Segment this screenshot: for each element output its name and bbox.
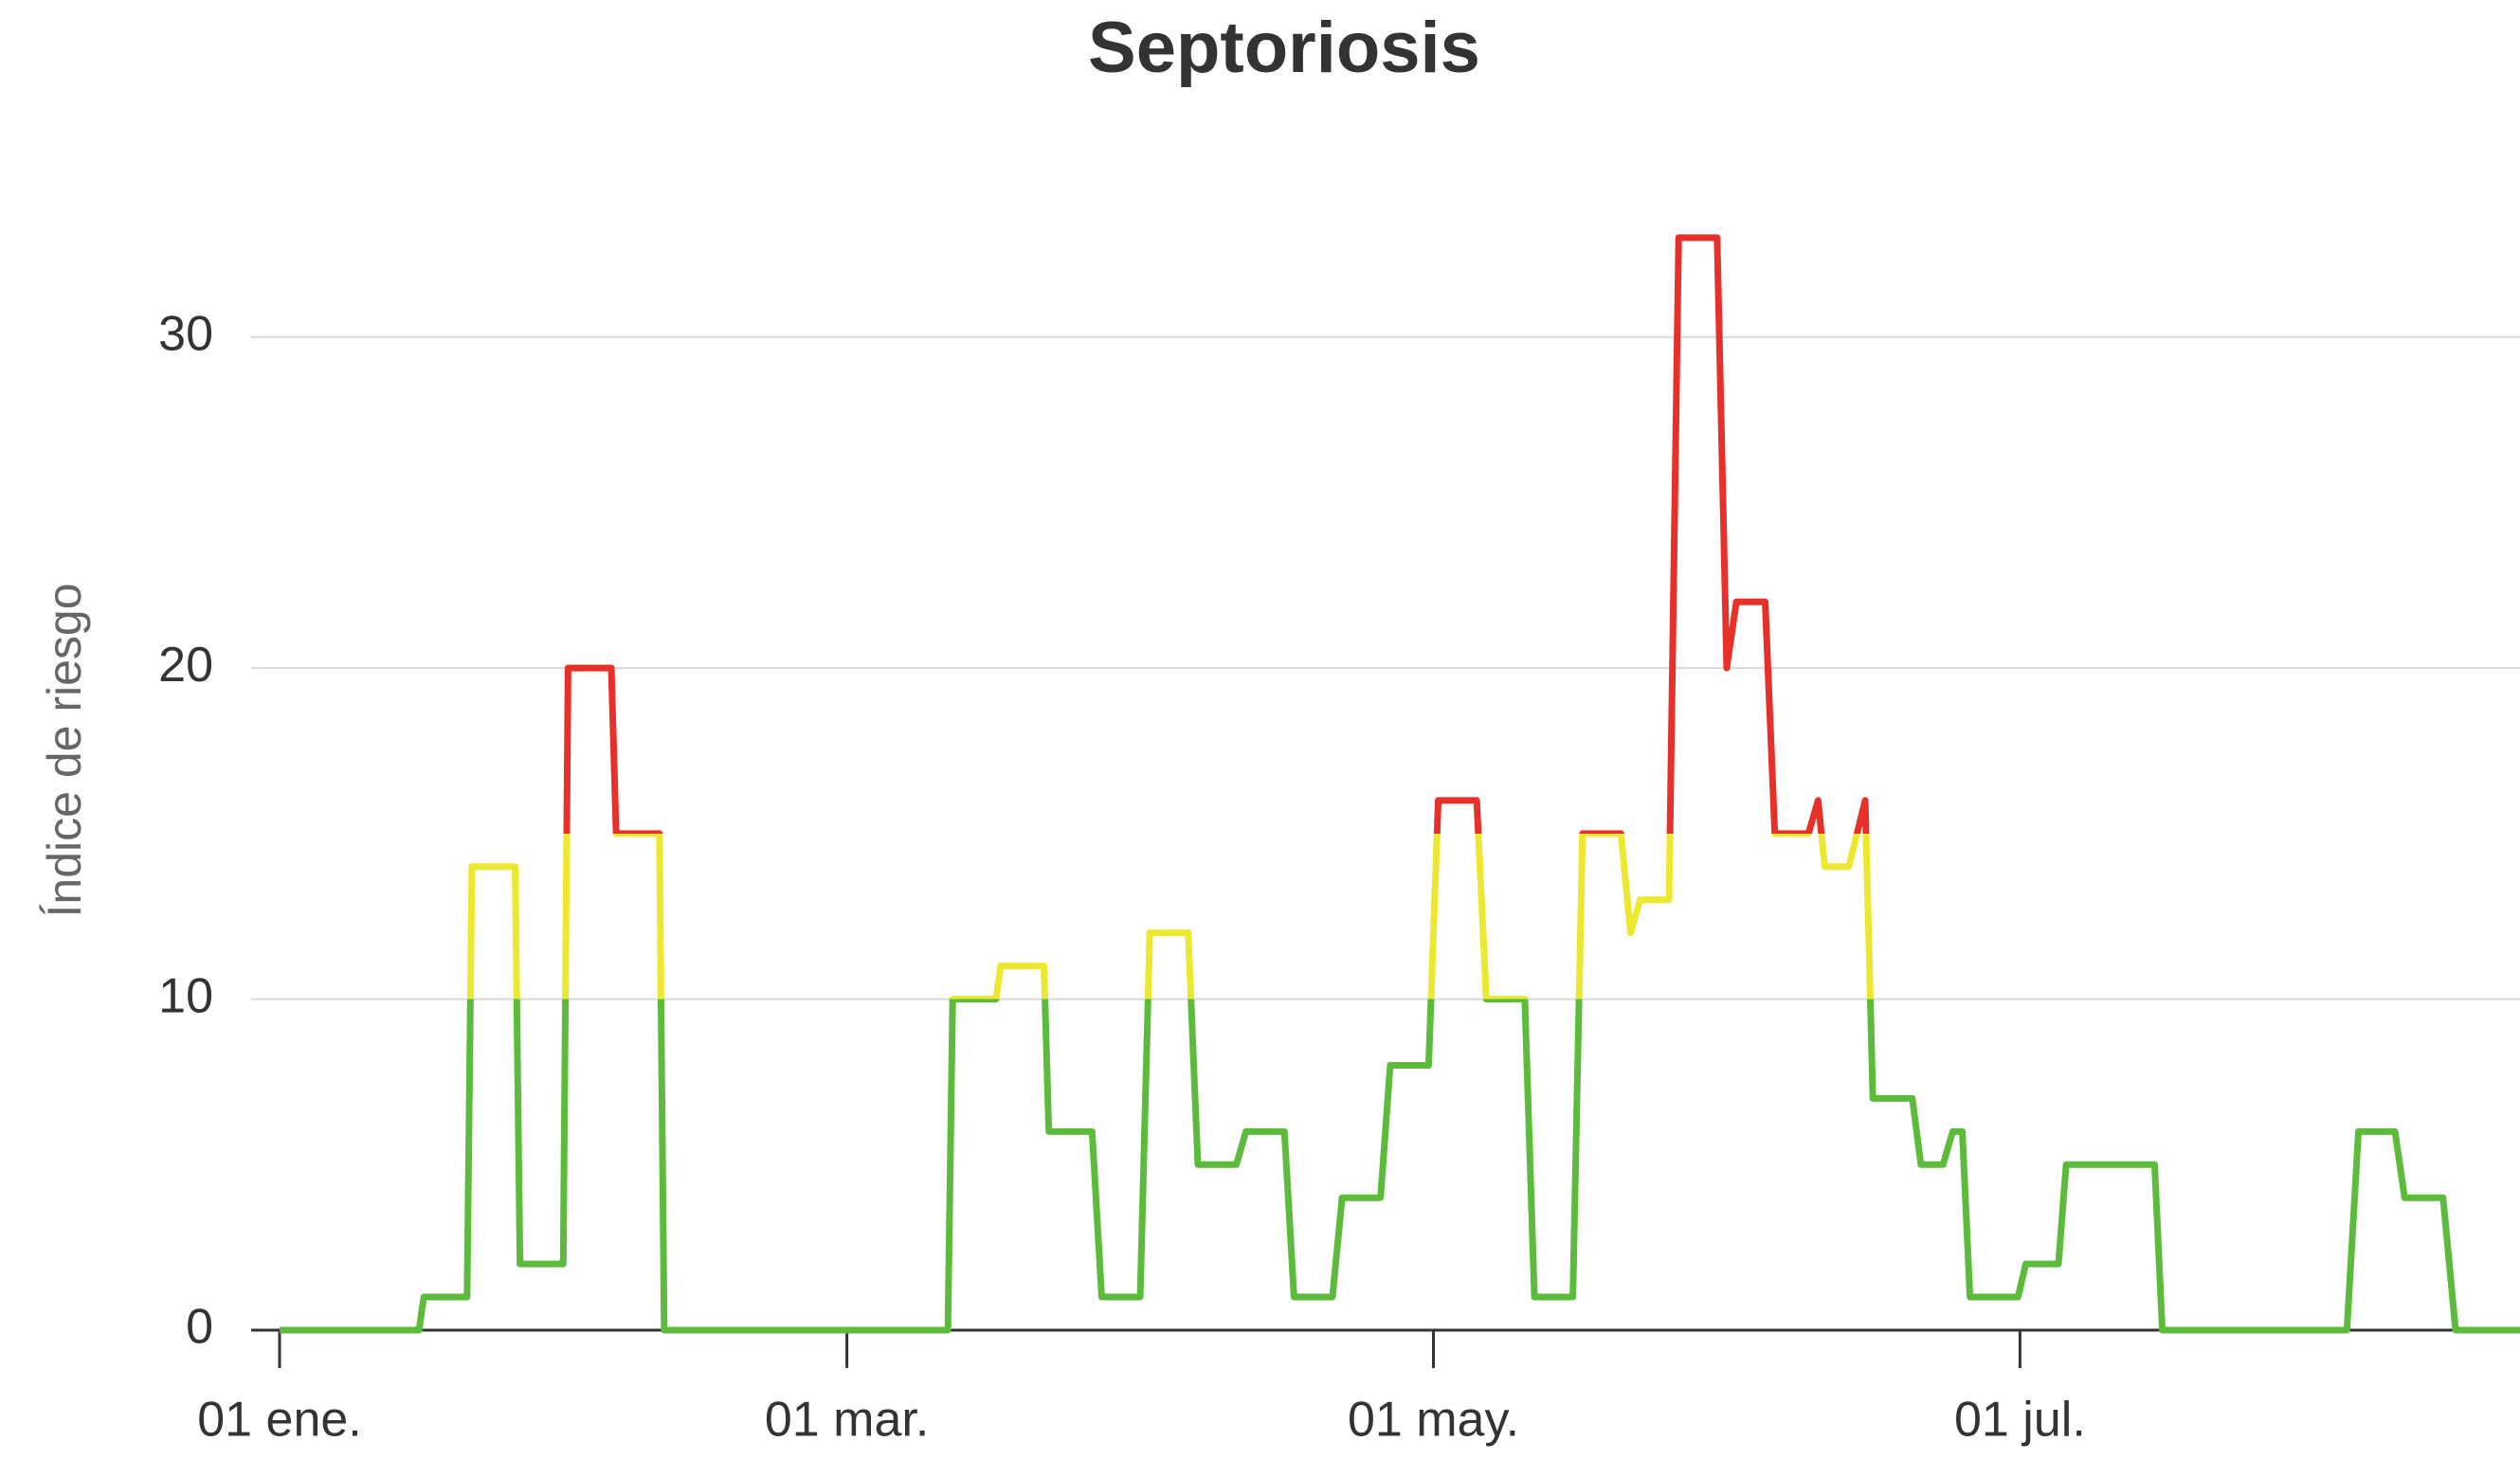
chart-title: Septoriosis <box>1088 8 1480 88</box>
y-axis-label: Índice de riesgo <box>38 583 91 917</box>
y-tick-label: 20 <box>158 638 213 693</box>
risk-line <box>280 234 2520 1334</box>
x-tick-label: 01 mar. <box>765 1393 929 1448</box>
y-tick-label: 30 <box>158 306 213 361</box>
x-tick-label: 01 jul. <box>1954 1393 2086 1448</box>
x-tick-label: 01 may. <box>1348 1393 1519 1448</box>
x-tick-label: 01 ene. <box>197 1393 362 1448</box>
y-tick-label: 10 <box>158 968 213 1023</box>
y-tick-label: 0 <box>186 1300 213 1355</box>
